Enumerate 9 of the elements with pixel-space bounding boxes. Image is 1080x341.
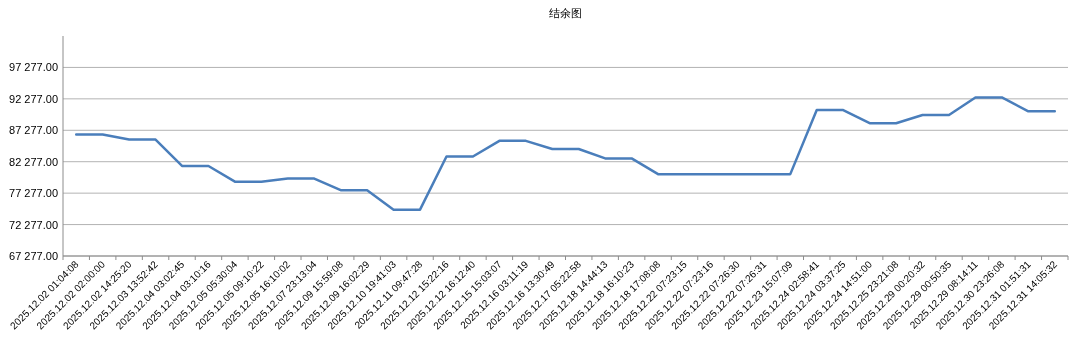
y-tick-label: 87 277.00 [9,124,58,137]
chart-title: 结余图 [549,7,582,19]
y-tick-label: 77 277.00 [9,187,58,200]
y-tick-label: 82 277.00 [9,155,58,168]
y-tick-label: 97 277.00 [9,61,58,74]
y-tick-label: 67 277.00 [9,250,58,262]
y-tick-label: 72 277.00 [9,218,58,231]
line-series [74,96,1057,211]
y-tick-label: 92 277.00 [9,92,58,105]
